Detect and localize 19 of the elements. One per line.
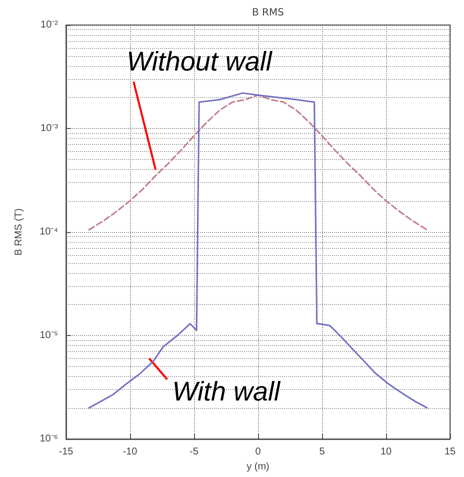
x-tick-label: -15: [58, 446, 74, 458]
y-tick-label: 10⁻⁶: [40, 434, 58, 444]
x-tick-label: 15: [444, 446, 456, 458]
y-tick-label: 10⁻³: [40, 123, 59, 134]
y-tick-label: 10⁻⁵: [40, 330, 58, 341]
y-tick-label: 10⁻⁴: [40, 226, 58, 238]
y-axis-title: B RMS (T): [14, 208, 24, 256]
line-series: [88, 92, 428, 409]
x-tick-label: -5: [190, 446, 199, 458]
x-tick-label: -10: [122, 446, 138, 458]
x-tick-label: 0: [255, 446, 262, 458]
x-tick-label: 5: [319, 446, 326, 458]
x-axis-title: y (m): [246, 461, 270, 472]
annotation: With wall: [172, 376, 281, 406]
x-tick-label: 10: [380, 446, 392, 458]
annotation: Without wall: [126, 46, 273, 77]
chart-title: B RMS: [252, 8, 284, 18]
line-series: [88, 94, 428, 231]
y-tick-label: 10⁻²: [40, 20, 59, 30]
